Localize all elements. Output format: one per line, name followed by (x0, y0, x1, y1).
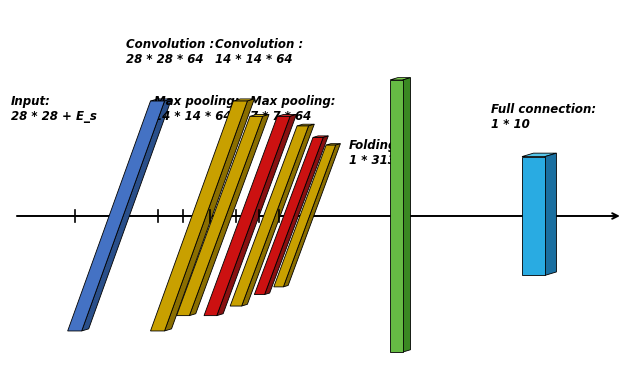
Polygon shape (189, 114, 269, 316)
Polygon shape (522, 157, 545, 275)
Polygon shape (522, 153, 556, 157)
Text: Max pooling:
7 * 7 * 64: Max pooling: 7 * 7 * 64 (250, 95, 335, 123)
Text: Full connection:
1 * 10: Full connection: 1 * 10 (491, 103, 596, 131)
Polygon shape (217, 114, 296, 316)
Polygon shape (390, 78, 410, 80)
Polygon shape (68, 101, 164, 331)
Text: Convolution :
14 * 14 * 64: Convolution : 14 * 14 * 64 (215, 38, 303, 66)
Polygon shape (326, 144, 340, 145)
Polygon shape (242, 124, 314, 306)
Text: Input:
28 * 28 + E_s: Input: 28 * 28 + E_s (11, 95, 97, 123)
Polygon shape (204, 116, 290, 316)
Text: Folding:
1 * 3136: Folding: 1 * 3136 (349, 139, 404, 168)
Polygon shape (313, 136, 328, 137)
Polygon shape (277, 114, 296, 116)
Polygon shape (545, 153, 556, 275)
Polygon shape (264, 136, 328, 295)
Polygon shape (177, 116, 262, 316)
Polygon shape (403, 78, 410, 352)
Text: Convolution :
28 * 28 * 64: Convolution : 28 * 28 * 64 (125, 38, 214, 66)
Polygon shape (234, 99, 254, 101)
Polygon shape (164, 99, 254, 331)
Polygon shape (284, 144, 340, 287)
Polygon shape (390, 80, 403, 352)
Text: Max pooling:
14 * 14 * 64: Max pooling: 14 * 14 * 64 (154, 95, 240, 123)
Polygon shape (82, 99, 172, 331)
Polygon shape (150, 99, 172, 101)
Polygon shape (250, 114, 269, 116)
Polygon shape (150, 101, 247, 331)
Polygon shape (274, 145, 335, 287)
Polygon shape (230, 126, 308, 306)
Polygon shape (297, 124, 314, 126)
Polygon shape (254, 137, 323, 295)
